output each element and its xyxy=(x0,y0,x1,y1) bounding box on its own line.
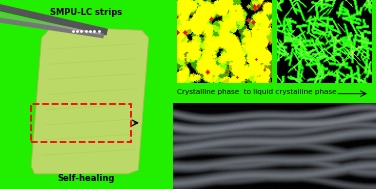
Bar xyxy=(31,104,132,142)
Polygon shape xyxy=(31,26,149,174)
Text: Self-healing: Self-healing xyxy=(58,174,115,183)
Text: Crystalline phase  to liquid crystalline phase: Crystalline phase to liquid crystalline … xyxy=(177,89,337,94)
Text: SMPU-LC strips: SMPU-LC strips xyxy=(50,8,123,17)
